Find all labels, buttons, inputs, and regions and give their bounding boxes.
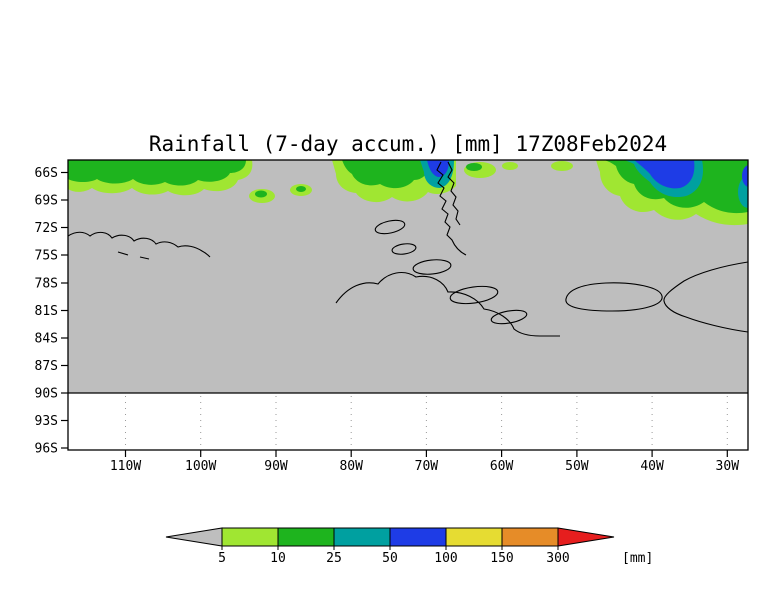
colorbar-segment xyxy=(277,527,335,547)
coastline-peninsula-west xyxy=(436,161,467,256)
colorbar-tick-label: 100 xyxy=(434,551,457,566)
colorbar-segment xyxy=(221,527,279,547)
colorbar-segments xyxy=(165,527,615,547)
lon-ticks xyxy=(124,450,728,457)
colorbar-labels: 5 10 25 50 100 150 300 [mm] xyxy=(218,551,653,566)
lat-tick-label: 90S xyxy=(35,387,58,402)
rain-patch-10-25 xyxy=(68,160,246,186)
rain-patch-50-100 xyxy=(742,165,748,187)
coastline-dash xyxy=(139,256,150,260)
lat-ticks xyxy=(61,171,68,449)
colorbar-segment xyxy=(389,527,447,547)
rain-patch-5-10 xyxy=(551,161,573,171)
map-frame xyxy=(67,159,749,451)
coastline-peninsula-east xyxy=(447,161,461,226)
lon-tick-label: 30W xyxy=(716,459,740,474)
colorbar-unit-label: [mm] xyxy=(622,551,653,566)
rain-patch-50-100 xyxy=(634,160,695,189)
coastline-island-alexander xyxy=(412,259,452,275)
colorbar-segment xyxy=(333,527,391,547)
lon-labels: 110W 100W 90W 80W 70W 60W 50W 40W 30W xyxy=(110,459,739,474)
colorbar-arrow-low xyxy=(165,527,223,547)
lat-tick-label: 96S xyxy=(35,442,58,457)
colorbar-tick-label: 25 xyxy=(326,551,342,566)
coastline-island xyxy=(391,243,417,255)
rain-patch-10-25 xyxy=(466,163,482,171)
colorbar-segment xyxy=(501,527,559,547)
rain-patch-10-25 xyxy=(342,160,430,189)
coastline-coats-land xyxy=(663,261,748,333)
lat-tick-label: 81S xyxy=(35,304,58,319)
lon-tick-label: 90W xyxy=(264,459,288,474)
coastlines xyxy=(68,161,748,337)
coastline-island xyxy=(449,285,499,305)
lat-tick-label: 84S xyxy=(35,332,58,347)
colorbar: 5 10 25 50 100 150 300 [mm] xyxy=(165,527,653,566)
lon-tick-label: 80W xyxy=(339,459,363,474)
coastline-berkner-island xyxy=(565,282,663,312)
coastline-island xyxy=(374,219,406,235)
lat-tick-label: 87S xyxy=(35,359,58,374)
colorbar-tick-label: 150 xyxy=(490,551,513,566)
colorbar-ticks xyxy=(221,546,559,550)
lat-tick-label: 78S xyxy=(35,277,58,292)
colorbar-tick-label: 5 xyxy=(218,551,226,566)
lon-tick-label: 100W xyxy=(185,459,216,474)
lat-tick-label: 75S xyxy=(35,249,58,264)
lon-tick-label: 110W xyxy=(110,459,141,474)
lon-tick-label: 40W xyxy=(640,459,664,474)
colorbar-arrow-high xyxy=(557,527,615,547)
rain-patch-10-25 xyxy=(296,186,306,192)
lat-labels: 66S 69S 72S 75S 78S 81S 84S 87S 90S 93S … xyxy=(35,166,58,457)
lon-tick-label: 60W xyxy=(490,459,514,474)
lon-tick-label: 50W xyxy=(565,459,589,474)
coastline-amundsen xyxy=(68,231,211,258)
colorbar-tick-label: 50 xyxy=(382,551,398,566)
lat-tick-label: 66S xyxy=(35,166,58,181)
coastline-dash xyxy=(117,251,129,256)
map-body xyxy=(68,160,748,447)
rain-patch-5-10 xyxy=(502,162,518,170)
graticule-dotted xyxy=(125,396,728,447)
lat-tick-label: 93S xyxy=(35,414,58,429)
colorbar-tick-label: 10 xyxy=(270,551,286,566)
rainfall-shading xyxy=(68,160,748,226)
lat-tick-label: 72S xyxy=(35,221,58,236)
rain-patch-10-25 xyxy=(255,190,267,198)
coastline-mainland xyxy=(335,271,560,337)
lon-tick-label: 70W xyxy=(415,459,439,474)
colorbar-tick-label: 300 xyxy=(546,551,569,566)
chart-title: Rainfall (7-day accum.) [mm] 17Z08Feb202… xyxy=(149,132,667,156)
lat-tick-label: 69S xyxy=(35,194,58,209)
colorbar-segment xyxy=(445,527,503,547)
